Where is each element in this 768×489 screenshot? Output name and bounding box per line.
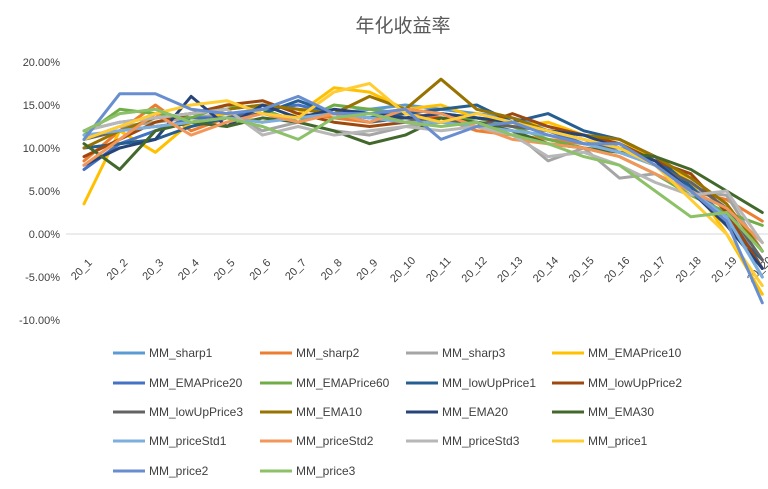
legend-item: MM_EMAPrice60	[260, 376, 390, 390]
x-tick-label: 20_14	[531, 255, 561, 285]
legend-label: MM_EMAPrice60	[296, 376, 390, 390]
legend-label: MM_price2	[149, 464, 209, 478]
x-tick-label: 20_9	[355, 257, 381, 283]
series-line-mm-price3	[82, 107, 764, 253]
y-tick-label: 10.00%	[23, 143, 61, 155]
legend-item: MM_sharp2	[260, 346, 360, 360]
x-tick-label: 20_2	[105, 257, 131, 283]
y-tick-label: 5.00%	[29, 186, 60, 198]
x-tick-label: 20_13	[495, 255, 525, 285]
legend: MM_sharp1 MM_sharp2 MM_sharp3 MM_EMAPrice10…	[113, 346, 682, 478]
legend-label: MM_priceStd2	[296, 434, 374, 448]
series-lines	[82, 77, 764, 305]
chart-title: 年化收益率	[355, 15, 450, 37]
x-tick-label: 20_12	[460, 255, 490, 285]
legend-item: MM_price2	[113, 464, 209, 478]
series-line-mm-sharp3	[82, 112, 764, 253]
y-tick-label: 15.00%	[23, 100, 61, 112]
x-axis: 20_1 20_2 20_3 20_4 20_5 20_6 20_7 20_8 20_9 20_1…	[69, 255, 768, 285]
legend-label: MM_price3	[296, 464, 356, 478]
x-tick-label: 20_4	[176, 257, 202, 283]
y-tick-label: 0.00%	[29, 229, 60, 241]
legend-item: MM_lowUpPrice3	[113, 405, 243, 419]
y-axis: 20.00% 15.00% 10.00% 5.00% 0.00% -5.00% -10.00…	[19, 57, 768, 327]
legend-label: MM_sharp2	[296, 346, 360, 360]
y-tick-label: 20.00%	[23, 57, 61, 69]
legend-label: MM_EMAPrice10	[588, 346, 682, 360]
x-tick-label: 20_5	[212, 257, 238, 283]
x-tick-label: 20_17	[638, 255, 668, 285]
legend-item: MM_price1	[552, 434, 648, 448]
legend-label: MM_priceStd3	[442, 434, 520, 448]
series-line-mm-lowupprice3	[82, 112, 764, 262]
legend-label: MM_EMA10	[296, 405, 362, 419]
legend-item: MM_sharp3	[406, 346, 506, 360]
legend-item: MM_EMA10	[260, 405, 362, 419]
legend-item: MM_EMA20	[406, 405, 508, 419]
legend-label: MM_price1	[588, 434, 648, 448]
legend-label: MM_sharp1	[149, 346, 213, 360]
x-tick-label: 20_1	[69, 257, 95, 283]
x-tick-label: 20_7	[283, 257, 309, 283]
series-line-mm-pricestd2	[82, 107, 764, 245]
legend-item: MM_price3	[260, 464, 356, 478]
legend-label: MM_lowUpPrice2	[588, 376, 682, 390]
legend-label: MM_EMAPrice20	[149, 376, 243, 390]
legend-item: MM_priceStd1	[113, 434, 227, 448]
legend-item: MM_priceStd3	[406, 434, 520, 448]
legend-item: MM_sharp1	[113, 346, 213, 360]
x-tick-label: 20_8	[319, 257, 345, 283]
series-line-mm-pricestd3	[82, 107, 764, 245]
x-tick-label: 20_15	[567, 255, 597, 285]
legend-label: MM_sharp3	[442, 346, 506, 360]
legend-item: MM_lowUpPrice1	[406, 376, 536, 390]
legend-label: MM_lowUpPrice1	[442, 376, 536, 390]
legend-item: MM_EMA30	[552, 405, 654, 419]
x-tick-label: 20_6	[247, 257, 273, 283]
x-tick-label: 20_3	[140, 257, 166, 283]
x-tick-label: 20_19	[709, 255, 739, 285]
y-tick-label: -10.00%	[19, 315, 60, 327]
legend-label: MM_EMA30	[588, 405, 654, 419]
legend-label: MM_lowUpPrice3	[149, 405, 243, 419]
x-tick-label: 20_10	[388, 255, 418, 285]
legend-item: MM_EMAPrice20	[113, 376, 243, 390]
legend-item: MM_EMAPrice10	[552, 346, 682, 360]
x-tick-label: 20_11	[424, 255, 454, 285]
y-tick-label: -5.00%	[25, 272, 60, 284]
legend-label: MM_EMA20	[442, 405, 508, 419]
series-line-mm-ema20	[82, 94, 764, 270]
x-tick-label: 20_16	[602, 255, 632, 285]
legend-label: MM_priceStd1	[149, 434, 227, 448]
legend-item: MM_lowUpPrice2	[552, 376, 682, 390]
x-tick-label: 20_18	[674, 255, 704, 285]
legend-item: MM_priceStd2	[260, 434, 374, 448]
